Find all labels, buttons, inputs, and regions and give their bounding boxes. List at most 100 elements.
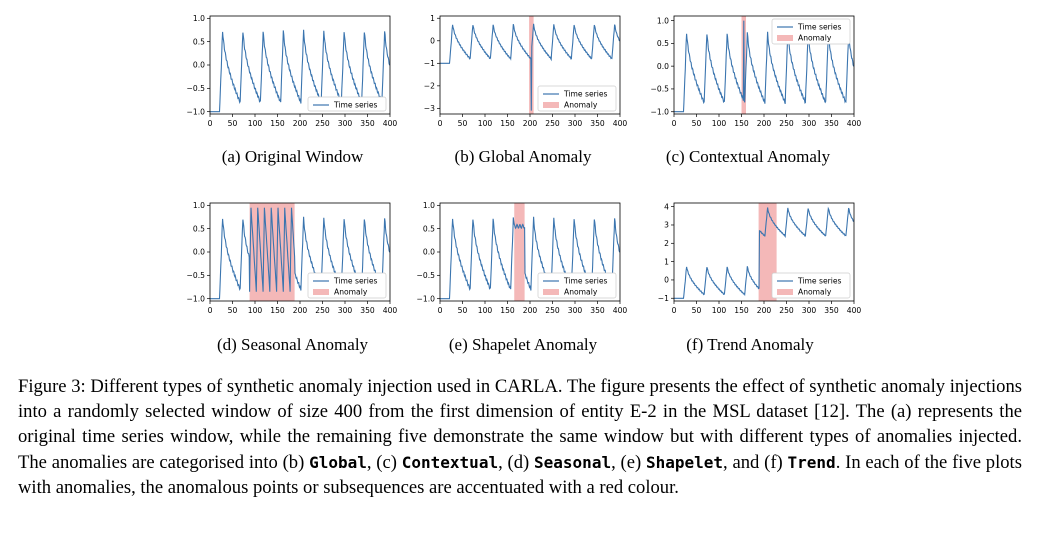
y-tick-label: −1 [658, 294, 669, 303]
legend-label: Time series [333, 277, 378, 286]
y-tick-label: 0.5 [657, 39, 669, 48]
legend-box [307, 96, 387, 112]
legend-anomaly-swatch [313, 289, 329, 295]
x-tick-label: 150 [500, 306, 515, 315]
x-tick-label: 300 [338, 119, 353, 128]
caption-sep-4: , and (f) [723, 451, 788, 473]
x-tick-label: 50 [228, 306, 238, 315]
x-tick-label: 300 [568, 306, 583, 315]
x-tick-label: 350 [360, 119, 375, 128]
x-tick-label: 50 [458, 306, 468, 315]
x-tick-label: 100 [478, 306, 493, 315]
y-tick-label: −0.5 [187, 271, 206, 280]
x-tick-label: 300 [802, 306, 817, 315]
x-tick-label: 100 [248, 119, 263, 128]
x-tick-label: 400 [847, 306, 862, 315]
y-tick-label: −0.5 [417, 271, 436, 280]
y-tick-label: 0.0 [193, 61, 205, 70]
x-tick-label: 0 [672, 119, 677, 128]
term-seasonal: Seasonal [534, 452, 612, 472]
y-tick-label: 1.0 [423, 201, 435, 210]
y-tick-label: 0 [430, 36, 435, 45]
x-tick-label: 200 [757, 119, 772, 128]
x-tick-label: 200 [523, 119, 538, 128]
x-tick-label: 300 [802, 119, 817, 128]
series-line-f [674, 206, 854, 299]
y-tick-label: −0.5 [651, 85, 670, 94]
x-tick-label: 0 [672, 306, 677, 315]
y-tick-label: −1.0 [651, 107, 670, 116]
y-tick-label: −2 [424, 82, 435, 91]
x-tick-label: 0 [208, 306, 213, 315]
y-tick-label: −0.5 [187, 84, 206, 93]
y-tick-label: 0.0 [423, 248, 435, 257]
x-tick-label: 100 [478, 119, 493, 128]
y-tick-label: −3 [424, 104, 435, 113]
y-tick-label: 1.0 [193, 14, 205, 23]
x-tick-label: 150 [734, 119, 749, 128]
x-tick-label: 100 [248, 306, 263, 315]
panel-trend-anomaly: 0 50 100 150 200 250 300 350 400 4 3 2 1 0 −1 Time seri… [646, 197, 868, 322]
series-line-c [674, 20, 855, 113]
x-tick-label: 50 [692, 306, 702, 315]
y-tick-label: 0.0 [193, 248, 205, 257]
panel-global-anomaly: 0 50 100 150 200 250 300 350 400 1 0 −1 −2 −3 Time ser… [412, 10, 634, 135]
x-tick-label: 400 [383, 306, 398, 315]
figure-caption: Figure 3: Different types of synthetic a… [18, 374, 1022, 500]
x-tick-label: 50 [458, 119, 468, 128]
caption-c: (c) Contextual Anomaly [665, 147, 831, 166]
x-tick-label: 300 [568, 119, 583, 128]
legend-anomaly-swatch [777, 289, 793, 295]
caption-sep-3: , (e) [611, 451, 646, 473]
x-tick-label: 50 [228, 119, 238, 128]
chart-shapelet: 0 50 100 150 200 250 300 350 400 1.0 0.5 0.0 −0.5 −1.… [417, 201, 628, 315]
y-tick-label: 0.5 [423, 224, 435, 233]
legend-label: Anomaly [798, 34, 832, 43]
caption-text-2: . In each of the five plots with anomali… [18, 451, 1022, 498]
y-tick-label: 0.5 [193, 37, 205, 46]
caption-sep-1: , (c) [366, 451, 402, 473]
y-tick-label: −1.0 [187, 107, 206, 116]
legend-label: Time series [797, 277, 842, 286]
x-tick-label: 150 [734, 306, 749, 315]
legend-label: Time series [563, 90, 608, 99]
x-tick-label: 350 [824, 119, 839, 128]
caption-f: (f) Trend Anomaly [686, 335, 814, 354]
x-tick-label: 250 [315, 306, 330, 315]
y-tick-label: 1 [430, 14, 435, 23]
legend-label: Anomaly [334, 288, 368, 297]
chart-seasonal: 0 50 100 150 200 250 300 350 400 1.0 0.5 0.0 −0.5 −1.… [187, 201, 398, 315]
x-tick-label: 200 [757, 306, 772, 315]
panel-original-window: 0 50 100 150 200 250 300 350 400 1.0 0.5 0.0 −0.5 −1.… [182, 10, 404, 135]
x-tick-label: 250 [779, 119, 794, 128]
legend-label: Time series [797, 23, 842, 32]
legend-label: Anomaly [798, 288, 832, 297]
x-tick-label: 150 [270, 119, 285, 128]
x-tick-label: 400 [613, 119, 628, 128]
x-tick-label: 350 [824, 306, 839, 315]
anomaly-region [514, 203, 525, 301]
y-tick-label: 0.0 [657, 62, 669, 71]
x-tick-label: 250 [545, 306, 560, 315]
caption-sep-2: , (d) [498, 451, 535, 473]
x-tick-label: 200 [293, 306, 308, 315]
legend-label: Anomaly [564, 288, 598, 297]
x-tick-label: 350 [590, 306, 605, 315]
x-tick-label: 350 [590, 119, 605, 128]
x-tick-label: 50 [692, 119, 702, 128]
x-tick-label: 300 [338, 306, 353, 315]
chart-contextual: 0 50 100 150 200 250 300 350 400 1.0 0.5 0.0 −0.5 −1.… [651, 15, 862, 128]
legend-anomaly-swatch [543, 102, 559, 108]
legend-anomaly-swatch [777, 35, 793, 41]
y-tick-label: 4 [664, 202, 669, 211]
term-trend: Trend [787, 452, 836, 472]
chart-original: 0 50 100 150 200 250 300 350 400 1.0 0.5 0.0 −0.5 −1.… [187, 14, 398, 128]
caption-e: (e) Shapelet Anomaly [448, 335, 598, 354]
x-tick-label: 100 [712, 306, 727, 315]
x-tick-label: 400 [847, 119, 862, 128]
x-tick-label: 150 [270, 306, 285, 315]
series-line-b [440, 23, 621, 111]
y-tick-label: 1 [664, 257, 669, 266]
caption-text-1: Figure 3: Different types of synthetic a… [18, 376, 1022, 473]
